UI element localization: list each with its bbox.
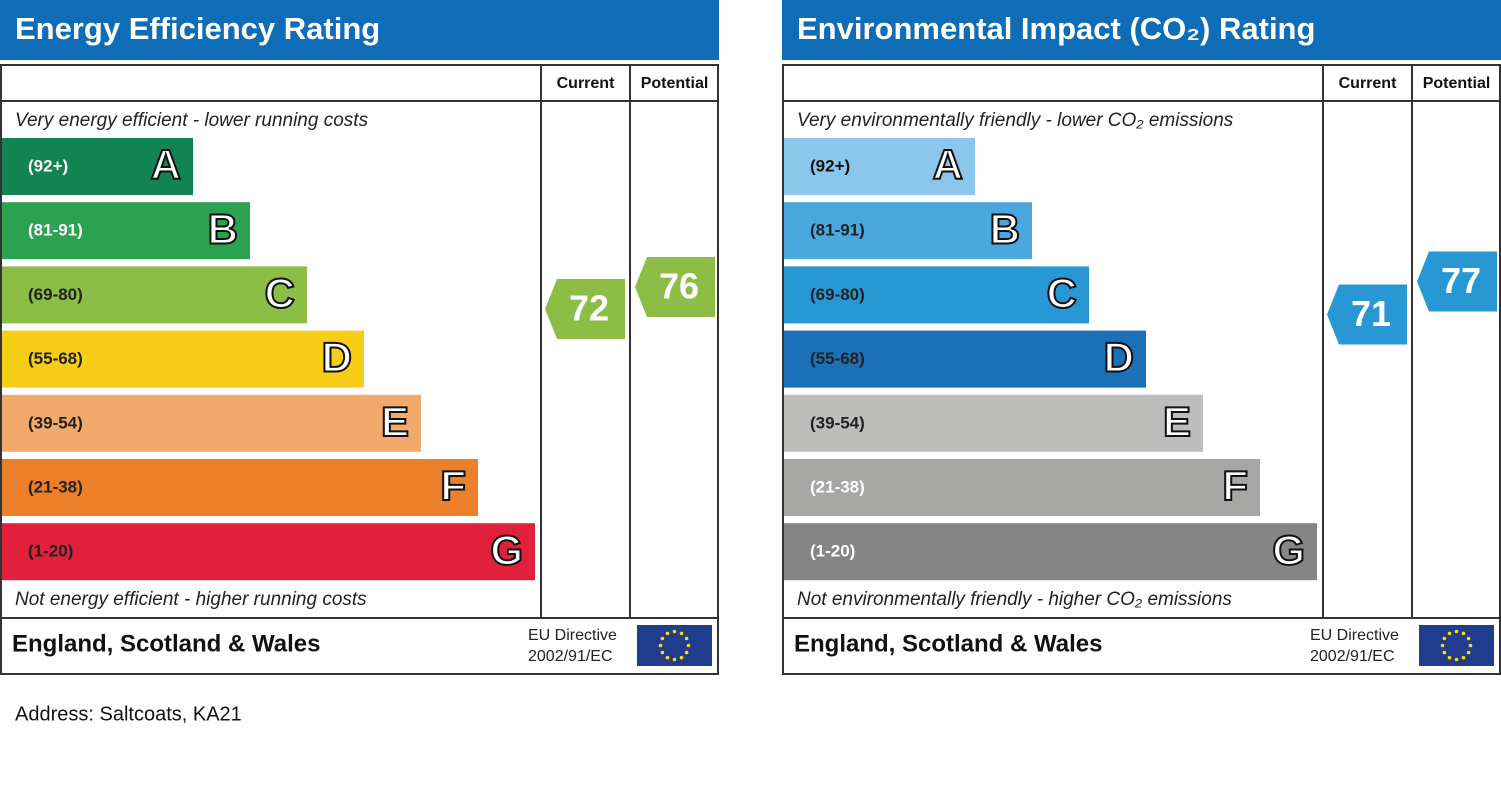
- band-letter: A: [151, 141, 181, 188]
- rating-band: [784, 266, 1089, 324]
- band-letter: F: [440, 462, 466, 509]
- band-letter: B: [208, 205, 238, 252]
- rating-band: [2, 459, 478, 516]
- eu-star: [658, 643, 663, 648]
- band-range: (39-54): [28, 413, 83, 432]
- top-note: Very energy efficient - lower running co…: [15, 110, 369, 131]
- band-letter: D: [1104, 334, 1134, 381]
- country: England, Scotland & Wales: [794, 630, 1102, 657]
- rating-band: [784, 138, 975, 195]
- band-range: (92+): [28, 156, 68, 175]
- rating-band: [2, 394, 421, 452]
- rating-arrow: [1417, 251, 1497, 312]
- eu-star: [1447, 655, 1452, 660]
- band-range: (1-20): [28, 542, 73, 561]
- rating-arrow: [635, 257, 715, 317]
- eu-star: [660, 636, 665, 641]
- band-letter: F: [1222, 462, 1248, 509]
- eu-star: [686, 643, 691, 648]
- band-range: (81-91): [28, 221, 83, 240]
- eu-star: [1466, 650, 1471, 655]
- rating-band: [784, 459, 1260, 516]
- rating-arrow: [545, 279, 625, 339]
- band-letter: C: [1047, 269, 1077, 316]
- title-bar: [782, 0, 1501, 60]
- eu-star: [1468, 643, 1473, 648]
- eu-star: [1461, 655, 1466, 660]
- column-header: Potential: [1423, 75, 1491, 92]
- rating-value: 72: [569, 288, 609, 329]
- panel-frame: [782, 64, 1501, 675]
- rating-band: [2, 266, 307, 324]
- panel-title: Environmental Impact (CO₂) Rating: [797, 11, 1315, 46]
- eu-star: [684, 636, 689, 641]
- band-range: (55-68): [810, 349, 865, 368]
- title-bar: [0, 0, 719, 60]
- column-header: Potential: [641, 75, 709, 92]
- address: Address: Saltcoats, KA21: [15, 703, 242, 725]
- eu-star: [1454, 629, 1459, 634]
- eu-star: [1466, 636, 1471, 641]
- directive: 2002/91/EC: [1310, 648, 1395, 665]
- rating-band: [784, 202, 1032, 260]
- band-range: (21-38): [810, 477, 865, 496]
- bottom-note: Not energy efficient - higher running co…: [15, 589, 367, 610]
- country: England, Scotland & Wales: [12, 630, 320, 657]
- eu-star: [672, 657, 677, 662]
- band-range: (39-54): [810, 413, 865, 432]
- directive: 2002/91/EC: [528, 648, 613, 665]
- band-letter: E: [381, 398, 409, 445]
- eu-star: [684, 650, 689, 655]
- rating-band: [784, 394, 1203, 452]
- eu-star: [665, 631, 670, 636]
- panel-frame: [0, 64, 719, 675]
- top-note: Very environmentally friendly - lower CO…: [797, 110, 1234, 131]
- eu-star: [1440, 643, 1445, 648]
- band-letter: C: [265, 269, 295, 316]
- band-letter: A: [933, 141, 963, 188]
- band-letter: G: [490, 526, 523, 573]
- column-header: Current: [1339, 75, 1397, 92]
- rating-band: [2, 138, 193, 195]
- rating-band: [2, 202, 250, 260]
- band-letter: E: [1163, 398, 1191, 445]
- column-header: Current: [557, 75, 615, 92]
- band-range: (1-20): [810, 542, 855, 561]
- band-range: (92+): [810, 156, 850, 175]
- eu-star: [679, 655, 684, 660]
- rating-band: [2, 523, 535, 581]
- band-range: (69-80): [810, 285, 865, 304]
- band-letter: G: [1272, 526, 1305, 573]
- band-letter: B: [990, 205, 1020, 252]
- rating-band: [784, 330, 1146, 388]
- band-range: (69-80): [28, 285, 83, 304]
- rating-arrow: [1327, 284, 1407, 345]
- eu-star: [660, 650, 665, 655]
- eu-star: [679, 631, 684, 636]
- bottom-note: Not environmentally friendly - higher CO…: [797, 589, 1232, 610]
- rating-band: [784, 523, 1317, 581]
- band-letter: D: [322, 334, 352, 381]
- rating-band: [2, 330, 364, 388]
- band-range: (21-38): [28, 477, 83, 496]
- eu-star: [665, 655, 670, 660]
- rating-value: 71: [1351, 293, 1391, 334]
- rating-value: 76: [659, 266, 699, 307]
- panel-title: Energy Efficiency Rating: [15, 11, 380, 46]
- band-range: (81-91): [810, 221, 865, 240]
- eu-star: [672, 629, 677, 634]
- eu-star: [1442, 636, 1447, 641]
- eu-star: [1447, 631, 1452, 636]
- directive: EU Directive: [528, 627, 617, 644]
- directive: EU Directive: [1310, 627, 1399, 644]
- eu-star: [1454, 657, 1459, 662]
- band-range: (55-68): [28, 349, 83, 368]
- eu-star: [1461, 631, 1466, 636]
- rating-value: 77: [1441, 260, 1481, 301]
- eu-star: [1442, 650, 1447, 655]
